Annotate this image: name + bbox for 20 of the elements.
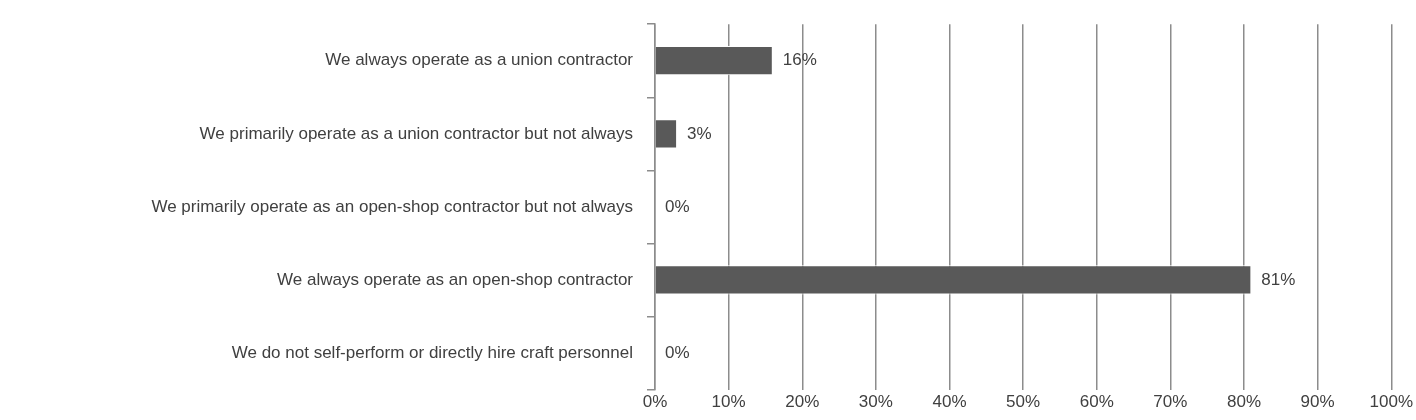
x-tick-label: 40% [932,392,967,412]
x-tick-label: 20% [785,392,820,412]
y-tick-label: We primarily operate as a union contractor but not always [199,123,633,143]
data-label: 0% [665,342,690,362]
x-tick-label: 100% [1369,392,1413,412]
x-tick-label: 90% [1300,392,1335,412]
data-label: 0% [665,196,690,216]
x-tick-label: 80% [1226,392,1262,412]
x-tick-label: 60% [1079,392,1114,412]
y-tick-label: We primarily operate as an open-shop contractor but not always [151,196,633,216]
x-tick-label: 50% [1006,392,1041,412]
x-tick-label: 70% [1153,392,1188,412]
y-tick-label: We always operate as a union contractor [325,50,634,70]
data-label: 81% [1261,269,1296,289]
x-tick-label: 0% [642,392,668,412]
data-label: 3% [687,123,712,143]
y-tick-label: We always operate as an open-shop contractor [277,269,634,289]
x-tick-label: 30% [858,392,893,412]
x-tick-label: 10% [711,392,746,412]
y-tick-label: We do not self-perform or directly hire craft personnel [231,342,633,362]
